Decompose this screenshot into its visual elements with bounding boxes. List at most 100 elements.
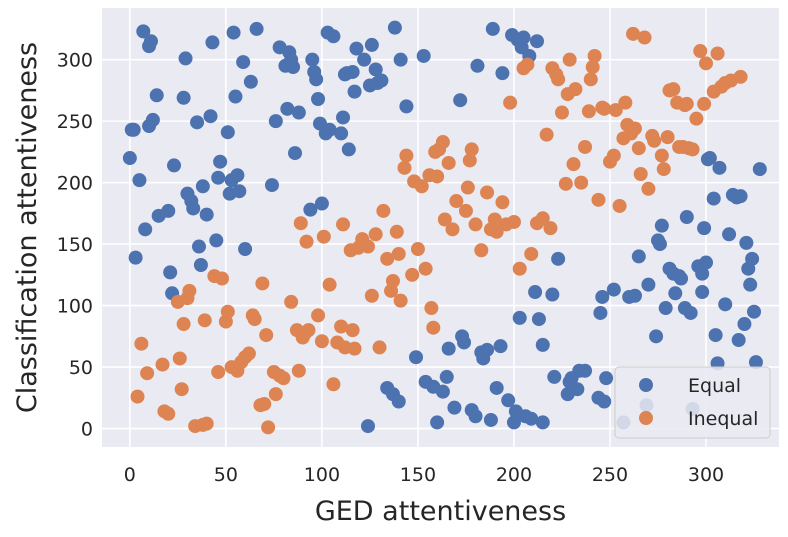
data-point-inequal	[437, 212, 452, 227]
data-point-inequal	[554, 105, 569, 120]
data-point-equal	[409, 350, 424, 365]
data-point-inequal	[464, 142, 479, 157]
data-point-inequal	[424, 301, 439, 316]
data-point-equal	[737, 317, 752, 332]
data-point-inequal	[449, 194, 464, 209]
data-point-inequal	[543, 221, 558, 236]
data-point-inequal	[276, 371, 291, 386]
y-tick-label: 250	[57, 111, 93, 133]
data-point-inequal	[612, 198, 627, 213]
data-point-equal	[149, 88, 164, 103]
data-points	[122, 20, 767, 435]
data-point-equal	[226, 25, 241, 40]
data-point-equal	[570, 382, 585, 397]
x-tick-label: 100	[304, 464, 340, 486]
data-point-equal	[706, 191, 721, 206]
data-point-equal	[143, 34, 158, 49]
data-point-equal	[545, 287, 560, 302]
data-point-inequal	[583, 72, 598, 87]
data-point-equal	[190, 115, 205, 130]
data-point-inequal	[255, 276, 270, 291]
data-point-equal	[470, 58, 485, 73]
data-point-equal	[213, 154, 228, 169]
data-point-equal	[203, 109, 218, 124]
data-point-inequal	[480, 185, 495, 200]
data-point-equal	[230, 168, 245, 183]
data-point-inequal	[503, 95, 518, 110]
data-point-inequal	[389, 224, 404, 239]
data-point-inequal	[376, 203, 391, 218]
data-point-equal	[291, 105, 306, 120]
data-point-inequal	[247, 312, 262, 327]
data-point-equal	[238, 242, 253, 257]
data-point-equal	[326, 29, 341, 44]
data-point-inequal	[430, 169, 445, 184]
data-point-equal	[731, 333, 746, 348]
data-point-inequal	[489, 224, 504, 239]
data-point-inequal	[606, 148, 621, 163]
data-point-equal	[712, 160, 727, 175]
data-point-inequal	[689, 111, 704, 126]
data-point-equal	[167, 158, 182, 173]
data-point-equal	[136, 24, 151, 39]
data-point-inequal	[566, 157, 581, 172]
data-point-equal	[483, 412, 498, 427]
legend-label-equal: Equal	[688, 375, 741, 397]
data-point-inequal	[697, 96, 712, 111]
data-point-equal	[578, 363, 593, 378]
data-point-inequal	[311, 308, 326, 323]
data-point-inequal	[637, 30, 652, 45]
data-point-inequal	[699, 56, 714, 71]
data-point-inequal	[197, 313, 212, 328]
data-point-equal	[191, 239, 206, 254]
data-point-equal	[178, 51, 193, 66]
data-point-equal	[228, 89, 243, 104]
data-point-equal	[493, 339, 508, 354]
data-point-inequal	[656, 162, 671, 177]
data-point-inequal	[578, 139, 593, 154]
data-point-equal	[393, 52, 408, 67]
data-point-equal	[708, 328, 723, 343]
legend-marker-inequal	[639, 411, 653, 425]
data-point-equal	[748, 355, 763, 370]
data-point-inequal	[140, 366, 155, 381]
data-point-equal	[314, 196, 329, 211]
data-point-equal	[349, 41, 364, 56]
data-point-inequal	[679, 96, 694, 111]
data-point-inequal	[535, 211, 550, 226]
data-point-equal	[128, 250, 143, 265]
data-point-equal	[243, 74, 258, 89]
data-point-equal	[163, 265, 178, 280]
y-axis-label: Classification attentiveness	[12, 42, 43, 413]
data-point-equal	[264, 178, 279, 193]
data-point-equal	[547, 369, 562, 384]
data-point-inequal	[326, 377, 341, 392]
data-point-equal	[345, 64, 360, 79]
x-tick-label: 200	[496, 464, 532, 486]
data-point-inequal	[215, 271, 230, 286]
data-point-equal	[341, 142, 356, 157]
y-tick-label: 100	[57, 296, 93, 318]
data-point-inequal	[693, 44, 708, 59]
data-point-inequal	[199, 416, 214, 431]
data-point-equal	[399, 99, 414, 114]
data-point-inequal	[710, 46, 725, 61]
data-point-equal	[138, 222, 153, 237]
data-point-equal	[512, 310, 527, 325]
data-point-equal	[485, 21, 500, 36]
data-point-equal	[193, 258, 208, 273]
legend-label-inequal: Inequal	[688, 408, 758, 430]
data-point-equal	[739, 235, 754, 250]
data-point-equal	[211, 170, 226, 185]
data-point-equal	[606, 282, 621, 297]
data-point-equal	[535, 337, 550, 352]
data-point-equal	[747, 304, 762, 319]
data-point-equal	[674, 271, 689, 286]
data-point-equal	[268, 114, 283, 129]
data-point-inequal	[581, 104, 596, 119]
data-point-inequal	[660, 130, 675, 145]
x-tick-label: 150	[400, 464, 436, 486]
data-point-inequal	[161, 406, 176, 421]
